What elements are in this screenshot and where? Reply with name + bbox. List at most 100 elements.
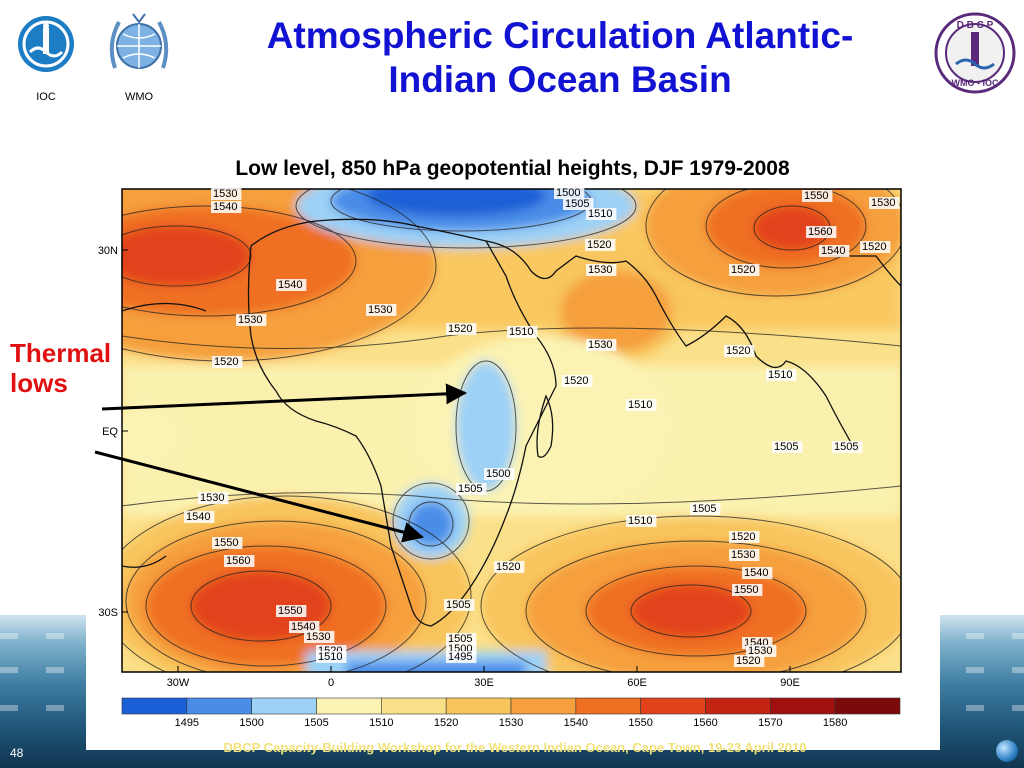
dbcp-top-text: D B C P bbox=[957, 20, 994, 31]
colorbar-swatch bbox=[834, 697, 901, 715]
chart-panel: 1530 1540 1540 1530 1520 1530 1520 1500 1505 1510… bbox=[86, 186, 940, 750]
contour-label-text: 1520 bbox=[726, 345, 750, 357]
contour-label-text: 1540 bbox=[821, 245, 845, 257]
contour-label-text: 1530 bbox=[306, 631, 330, 643]
contour-label: 1520 bbox=[734, 655, 765, 667]
contour-label: 1530 bbox=[304, 631, 335, 643]
contour-label-text: 1510 bbox=[318, 651, 342, 663]
contour-label-text: 1520 bbox=[587, 239, 611, 251]
contour-label: 1510 bbox=[316, 651, 347, 663]
title-line-2: Indian Ocean Basin bbox=[388, 59, 732, 100]
contour-label: 1540 bbox=[184, 511, 215, 523]
contour-label-text: 1505 bbox=[448, 633, 472, 645]
y-tick-label: 30S bbox=[98, 607, 118, 619]
contour-label-layer: 1530154015401530152015301520150015051510… bbox=[184, 187, 900, 667]
thermal-lows-annotation: Thermal lows bbox=[10, 338, 111, 398]
contour-label-text: 1520 bbox=[731, 264, 755, 276]
wmo-label: WMO bbox=[124, 91, 154, 103]
contour-label-text: 1510 bbox=[628, 515, 652, 527]
contour-label: 1540 bbox=[211, 201, 242, 213]
contour-label: 1540 bbox=[276, 279, 307, 291]
x-tick-label: 30E bbox=[474, 677, 494, 689]
contour-label: 1550 bbox=[276, 605, 307, 617]
contour-label-text: 1530 bbox=[731, 549, 755, 561]
contour-label-text: 1505 bbox=[774, 441, 798, 453]
contour-label: 1530 bbox=[586, 264, 617, 276]
axis-layer: 30W 0 30E 60E 90E 30N EQ 30S bbox=[98, 245, 800, 689]
contour-label: 1520 bbox=[212, 356, 243, 368]
contour-label-text: 1505 bbox=[834, 441, 858, 453]
contour-label-text: 1520 bbox=[214, 356, 238, 368]
dbcp-bottom-text: WMO - IOC bbox=[952, 78, 999, 88]
contour-label: 1560 bbox=[806, 226, 837, 238]
x-tick-label: 90E bbox=[780, 677, 800, 689]
x-tick-label: 0 bbox=[328, 677, 334, 689]
contour-label-text: 1540 bbox=[213, 201, 237, 213]
colorbar-swatch bbox=[316, 697, 382, 715]
coastlines bbox=[122, 218, 901, 627]
colorbar-label: 1580 bbox=[823, 717, 847, 729]
contour-label: 1510 bbox=[626, 515, 657, 527]
contour-label-text: 1500 bbox=[556, 187, 580, 199]
contour-label: 1530 bbox=[586, 339, 617, 351]
contour-label-text: 1530 bbox=[238, 314, 262, 326]
colorbar-swatch bbox=[381, 697, 447, 715]
dbcp-logo-icon: D B C P WMO - IOC bbox=[934, 12, 1016, 94]
contour-label: 1510 bbox=[507, 326, 538, 338]
contour-label: 1520 bbox=[562, 375, 593, 387]
dbcp-logo: D B C P WMO - IOC bbox=[934, 12, 1016, 99]
contour-label: 1550 bbox=[212, 537, 243, 549]
contour-label-text: 1550 bbox=[804, 190, 828, 202]
contour-label: 1530 bbox=[729, 549, 760, 561]
title-line-1: Atmospheric Circulation Atlantic- bbox=[266, 15, 854, 56]
contour-label-text: 1530 bbox=[213, 188, 237, 200]
geopotential-map: 1530154015401530152015301520150015051510… bbox=[98, 187, 902, 729]
contour-label-text: 1560 bbox=[808, 226, 832, 238]
annotation-line-2: lows bbox=[10, 368, 68, 398]
contour-label: 1510 bbox=[766, 369, 797, 381]
colorbar-swatch bbox=[510, 697, 577, 715]
contour-label-text: 1505 bbox=[565, 198, 589, 210]
contour-label: 1520 bbox=[446, 323, 477, 335]
contour-label-text: 1520 bbox=[736, 655, 760, 667]
contour-label: 1505 bbox=[446, 633, 477, 645]
contour-label-text: 1530 bbox=[368, 304, 392, 316]
colorbar-label: 1540 bbox=[564, 717, 588, 729]
contour-label: 1530 bbox=[198, 492, 229, 504]
annotation-line-1: Thermal bbox=[10, 338, 112, 368]
chart-title: Low level, 850 hPa geopotential heights,… bbox=[235, 157, 790, 180]
slide-number: 48 bbox=[10, 746, 24, 760]
contour-label-text: 1495 bbox=[448, 651, 472, 663]
contour-label: 1520 bbox=[724, 345, 755, 357]
colorbar-label: 1530 bbox=[499, 717, 523, 729]
contour-label-text: 1510 bbox=[768, 369, 792, 381]
contour-label-text: 1505 bbox=[446, 599, 470, 611]
contour-label: 1520 bbox=[729, 264, 760, 276]
contour-label: 1495 bbox=[446, 651, 477, 663]
y-tick-label: EQ bbox=[102, 426, 118, 438]
contour-label: 1530 bbox=[869, 197, 900, 209]
contour-label-text: 1550 bbox=[734, 584, 758, 596]
contour-label-text: 1520 bbox=[448, 323, 472, 335]
contour-label: 1530 bbox=[366, 304, 397, 316]
ioc-label: IOC bbox=[36, 91, 56, 103]
colorbar-label: 1570 bbox=[758, 717, 782, 729]
wmo-logo-icon bbox=[109, 13, 169, 69]
map-field bbox=[122, 189, 901, 672]
contour-label-text: 1560 bbox=[226, 555, 250, 567]
contour-label-text: 1530 bbox=[588, 264, 612, 276]
contour-label-text: 1550 bbox=[278, 605, 302, 617]
contour-label: 1560 bbox=[224, 555, 255, 567]
contour-label: 1520 bbox=[585, 239, 616, 251]
colorbar-swatch bbox=[251, 697, 317, 715]
contour-label: 1510 bbox=[626, 399, 657, 411]
contour-label: 1550 bbox=[732, 584, 763, 596]
contour-label: 1500 bbox=[554, 187, 585, 199]
contour-label-text: 1540 bbox=[278, 279, 302, 291]
contour-label-text: 1510 bbox=[509, 326, 533, 338]
contour-label-text: 1530 bbox=[871, 197, 895, 209]
ioc-logo bbox=[16, 14, 76, 79]
contour-label-text: 1520 bbox=[731, 531, 755, 543]
contour-label: 1520 bbox=[729, 531, 760, 543]
colorbar-swatch bbox=[640, 697, 706, 715]
